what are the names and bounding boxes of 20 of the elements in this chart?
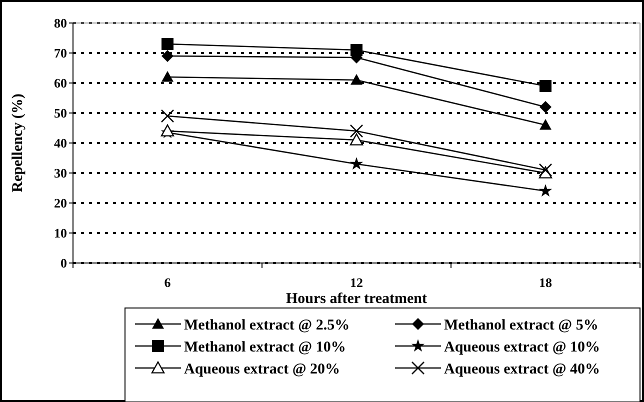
y-tick-label: 40 <box>54 136 67 151</box>
legend-label: Methanol extract @ 10% <box>184 339 346 356</box>
y-tick-label: 0 <box>60 256 67 271</box>
y-axis-title: Repellency (%) <box>10 94 26 192</box>
y-tick-label: 70 <box>54 46 67 61</box>
x-tick-label: 6 <box>164 275 172 290</box>
y-tick-label: 50 <box>54 106 67 121</box>
legend-label: Aqueous extract @ 10% <box>444 339 600 356</box>
x-axis-title: Hours after treatment <box>286 291 428 307</box>
legend-label: Aqueous extract @ 20% <box>184 361 340 378</box>
x-tick-label: 12 <box>350 275 363 290</box>
legend-label: Methanol extract @ 5% <box>444 317 598 334</box>
y-tick-label: 20 <box>54 196 67 211</box>
y-tick-label: 10 <box>54 226 67 241</box>
y-tick-label: 30 <box>54 166 67 181</box>
y-tick-label: 60 <box>54 76 67 91</box>
legend-label: Methanol extract @ 2.5% <box>184 317 350 334</box>
y-tick-label: 80 <box>54 16 67 31</box>
legend-label: Aqueous extract @ 40% <box>444 361 600 378</box>
x-tick-label: 18 <box>539 275 552 290</box>
